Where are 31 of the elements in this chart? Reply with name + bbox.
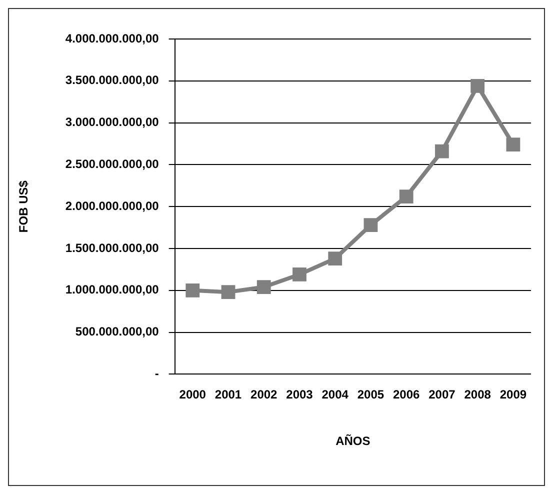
point xyxy=(506,138,520,152)
point xyxy=(399,190,414,204)
point xyxy=(221,285,236,300)
y-tick-label: 500.000.000,00 xyxy=(75,324,160,339)
y-tick-label: 1.500.000.000,00 xyxy=(65,240,160,255)
y-tick-label: 1.000.000.000,00 xyxy=(65,282,160,297)
x-tick-label: 2005 xyxy=(357,388,384,402)
x-tick-label: 2004 xyxy=(322,388,349,402)
x-tick-label: 2007 xyxy=(428,388,456,402)
y-axis-title: FOB US$ xyxy=(16,180,31,233)
point xyxy=(186,283,200,298)
x-axis-title: AÑOS xyxy=(336,434,370,448)
point xyxy=(256,280,271,294)
x-tick-label: 2002 xyxy=(250,388,278,402)
y-tick-label: 4.000.000.000,00 xyxy=(65,31,160,46)
y-tick-label: 3.000.000.000,00 xyxy=(65,115,160,130)
y-tick-label: - xyxy=(154,366,159,381)
x-tick-label: 2008 xyxy=(464,388,492,402)
x-tick-label: 2001 xyxy=(214,388,242,402)
y-tick-label: 3.500.000.000,00 xyxy=(65,73,160,88)
y-tick-label: 2.000.000.000,00 xyxy=(65,198,160,213)
point xyxy=(292,268,306,282)
x-tick-label: 2006 xyxy=(392,388,420,402)
y-tick-label: 2.500.000.000,00 xyxy=(65,157,160,172)
point xyxy=(435,144,449,158)
x-tick-label: 2000 xyxy=(179,388,206,402)
point xyxy=(364,218,378,232)
x-tick-label: 2009 xyxy=(500,388,527,402)
point xyxy=(328,252,342,266)
point xyxy=(470,78,485,93)
x-tick-label: 2003 xyxy=(286,388,314,402)
